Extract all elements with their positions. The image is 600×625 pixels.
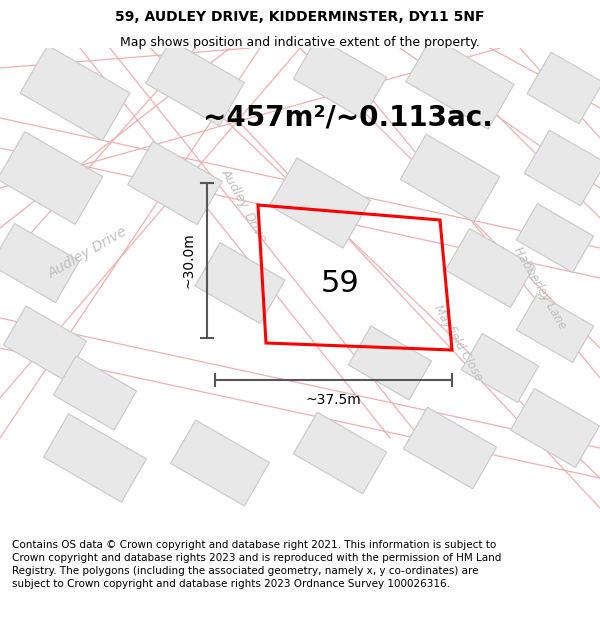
Polygon shape bbox=[4, 306, 86, 380]
Polygon shape bbox=[20, 46, 130, 141]
Polygon shape bbox=[400, 134, 500, 222]
Polygon shape bbox=[195, 242, 285, 323]
Polygon shape bbox=[0, 224, 79, 302]
Polygon shape bbox=[517, 204, 593, 272]
Polygon shape bbox=[44, 414, 146, 502]
Text: ~457m²/~0.113ac.: ~457m²/~0.113ac. bbox=[203, 104, 493, 132]
Text: Audley: Audley bbox=[218, 166, 251, 210]
Polygon shape bbox=[146, 40, 244, 126]
Polygon shape bbox=[527, 52, 600, 124]
Polygon shape bbox=[269, 158, 371, 248]
Polygon shape bbox=[461, 334, 539, 402]
Text: Drive: Drive bbox=[241, 210, 269, 246]
Polygon shape bbox=[517, 294, 593, 362]
Polygon shape bbox=[406, 37, 514, 129]
Polygon shape bbox=[170, 420, 269, 506]
Text: Map shows position and indicative extent of the property.: Map shows position and indicative extent… bbox=[120, 36, 480, 49]
Polygon shape bbox=[349, 326, 431, 400]
Polygon shape bbox=[446, 229, 535, 308]
Text: 59: 59 bbox=[320, 269, 359, 298]
Text: 59, AUDLEY DRIVE, KIDDERMINSTER, DY11 5NF: 59, AUDLEY DRIVE, KIDDERMINSTER, DY11 5N… bbox=[115, 9, 485, 24]
Polygon shape bbox=[403, 408, 497, 489]
Polygon shape bbox=[524, 130, 600, 206]
Polygon shape bbox=[53, 356, 137, 430]
Text: Contains OS data © Crown copyright and database right 2021. This information is : Contains OS data © Crown copyright and d… bbox=[12, 539, 502, 589]
Polygon shape bbox=[293, 412, 386, 494]
Text: ~30.0m: ~30.0m bbox=[182, 232, 196, 288]
Polygon shape bbox=[0, 132, 103, 224]
Text: Audley Drive: Audley Drive bbox=[46, 225, 130, 281]
Text: Habberley Lane: Habberley Lane bbox=[511, 244, 569, 331]
Polygon shape bbox=[128, 141, 222, 224]
Polygon shape bbox=[511, 389, 599, 468]
Text: Mayfield Close: Mayfield Close bbox=[431, 302, 485, 383]
Polygon shape bbox=[293, 38, 386, 119]
Text: ~37.5m: ~37.5m bbox=[305, 393, 361, 407]
